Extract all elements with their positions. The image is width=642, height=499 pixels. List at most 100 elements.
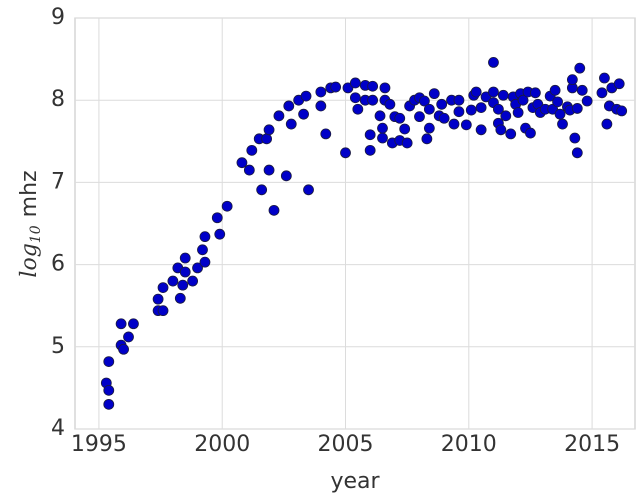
data-point [399, 123, 411, 135]
data-point [285, 118, 297, 130]
data-point [157, 305, 169, 317]
data-point [480, 91, 492, 103]
data-point [246, 144, 258, 156]
data-point [497, 89, 509, 101]
data-point [495, 124, 507, 136]
data-point [103, 398, 115, 410]
data-point [261, 133, 272, 145]
data-point [300, 90, 312, 102]
data-point [599, 72, 610, 84]
data-point [475, 124, 487, 136]
data-point [576, 84, 588, 96]
data-point [192, 262, 203, 274]
data-point [529, 87, 541, 99]
data-point [187, 275, 199, 287]
data-point [419, 95, 430, 107]
data-point [167, 275, 179, 287]
y-tick-label: 9 [51, 5, 65, 30]
data-point [349, 77, 361, 89]
data-point [283, 100, 295, 112]
y-tick-label: 7 [51, 169, 65, 194]
y-tick-label: 4 [51, 416, 65, 441]
data-point [174, 292, 186, 304]
data-point [423, 122, 435, 134]
data-point [394, 112, 406, 124]
data-point [379, 82, 391, 94]
data-point [273, 110, 285, 122]
data-point [364, 129, 376, 141]
data-point [616, 105, 628, 117]
x-axis-label: year [330, 469, 380, 494]
data-point [236, 157, 248, 169]
data-point [512, 107, 524, 118]
data-point [179, 252, 191, 264]
data-point [401, 137, 413, 149]
y-label-unit: mhz [17, 170, 42, 217]
data-point [367, 94, 379, 106]
data-point [475, 102, 487, 113]
data-point [428, 88, 440, 100]
data-point [349, 92, 361, 104]
data-point [199, 256, 211, 268]
data-point [470, 86, 482, 98]
data-point [465, 104, 477, 116]
y-axis-label: log10 mhz [17, 170, 44, 277]
data-point [157, 282, 169, 294]
data-point [330, 81, 342, 93]
data-point [571, 147, 583, 159]
data-point [492, 103, 504, 115]
data-point [581, 95, 593, 107]
data-point [103, 356, 115, 367]
data-point [268, 204, 280, 216]
data-point [552, 96, 563, 108]
data-point [574, 62, 586, 74]
data-point [263, 124, 275, 136]
data-point [500, 110, 512, 122]
data-point [303, 184, 314, 196]
data-point [199, 231, 211, 243]
data-point [263, 164, 275, 176]
data-point [320, 128, 332, 140]
x-tick-label: 2005 [318, 432, 374, 457]
data-point [315, 86, 327, 98]
y-tick-label: 8 [51, 87, 65, 112]
y-tick-label: 5 [51, 334, 65, 359]
data-point [342, 82, 354, 94]
data-point [221, 200, 233, 212]
data-point [517, 94, 529, 106]
data-point [315, 100, 327, 112]
data-point [414, 111, 425, 123]
data-point [557, 118, 568, 130]
data-point [505, 128, 517, 140]
data-point [367, 80, 379, 92]
data-point [256, 184, 268, 196]
data-point [613, 78, 625, 90]
data-point [152, 293, 164, 305]
x-tick-label: 2000 [194, 432, 250, 457]
data-point [103, 384, 115, 396]
y-label-subscript: 10 [28, 225, 44, 243]
data-point [280, 170, 292, 182]
data-point [177, 279, 189, 291]
data-point [488, 56, 499, 68]
data-point [364, 144, 376, 156]
data-point [460, 119, 472, 131]
data-point [569, 132, 581, 144]
data-point [340, 147, 351, 159]
data-point [453, 106, 465, 118]
data-point [128, 318, 139, 330]
data-point [525, 127, 536, 139]
data-point [179, 266, 191, 278]
data-point [549, 84, 561, 96]
data-point [566, 74, 578, 86]
x-tick-label: 2010 [441, 432, 497, 457]
data-point [197, 244, 208, 256]
data-point [547, 103, 559, 115]
data-point [352, 103, 364, 115]
x-tick-label: 1995 [71, 432, 127, 457]
data-point [374, 110, 386, 122]
data-point [423, 103, 435, 115]
data-point [115, 318, 127, 330]
data-point [448, 118, 460, 130]
